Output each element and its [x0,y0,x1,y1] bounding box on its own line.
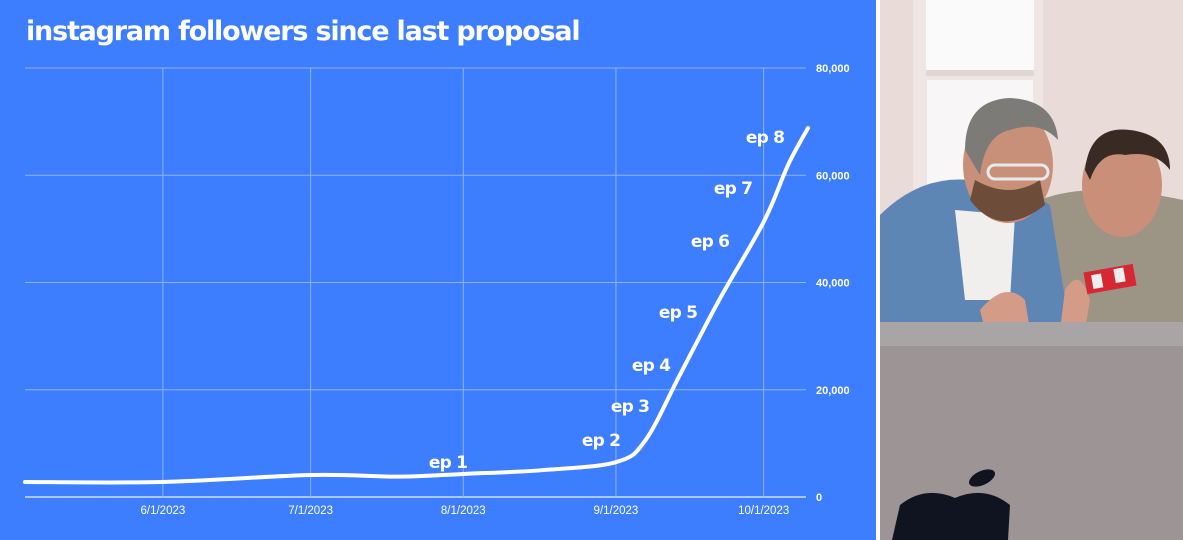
x-tick-label: 10/1/2023 [738,505,789,517]
chart-panel: 0 20,000 40,000 60,000 80,000 6/1/2023 7/1/202… [0,0,876,540]
line-chart: 0 20,000 40,000 60,000 80,000 6/1/2023 7/1/202… [23,63,850,517]
x-tick-label: 8/1/2023 [441,505,486,517]
episode-annotation: ep 6 [691,232,729,252]
episode-annotation: ep 7 [714,179,752,199]
y-tick-label: 20,000 [816,385,850,397]
x-tick-label: 6/1/2023 [141,505,186,517]
episode-annotation: ep 3 [611,397,649,417]
y-tick-label: 40,000 [816,278,850,290]
episode-annotation: ep 1 [429,453,467,473]
episode-annotation: ep 8 [746,128,784,148]
x-tick-label: 9/1/2023 [594,505,639,517]
episode-annotation: ep 2 [582,431,620,451]
x-tick-label: 7/1/2023 [288,505,333,517]
followers-line [23,126,810,485]
photo-two-men-at-laptop-icon [880,0,1183,540]
y-tick-label: 60,000 [816,170,850,182]
y-tick-label: 0 [816,492,822,504]
episode-annotation: ep 5 [659,303,697,323]
webcam-photo [880,0,1183,540]
episode-annotation: ep 4 [632,356,671,376]
y-tick-label: 80,000 [816,63,850,75]
chart-title: instagram followers since last proposal [26,16,581,47]
